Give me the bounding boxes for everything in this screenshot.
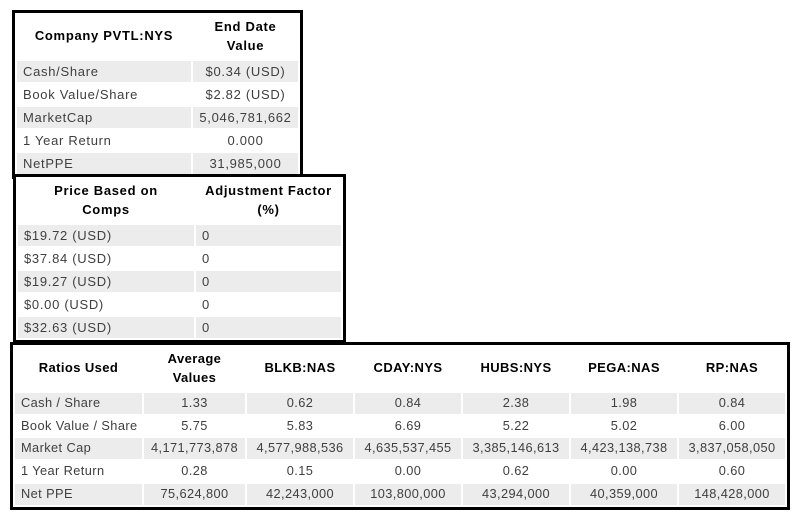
column-header: Adjustment Factor (%) xyxy=(196,179,341,223)
table-row: Net PPE 75,624,800 42,243,000 103,800,000 43… xyxy=(15,484,785,506)
row-label-cell: Book Value / Share xyxy=(15,415,142,437)
value-cell: 0.000 xyxy=(193,130,298,152)
value-cell: 6.69 xyxy=(355,415,461,437)
row-label-cell: NetPPE xyxy=(17,153,191,175)
row-label-cell: 1 Year Return xyxy=(17,130,191,152)
table-row: $32.63 (USD) 0 xyxy=(18,317,341,339)
value-cell: 0.00 xyxy=(571,461,677,483)
row-label-cell: $32.63 (USD) xyxy=(18,317,194,339)
table-row: 1 Year Return 0.000 xyxy=(17,130,298,152)
value-cell: 4,423,138,738 xyxy=(571,438,677,460)
row-label-cell: $37.84 (USD) xyxy=(18,247,194,269)
table-row: Cash/Share $0.34 (USD) xyxy=(17,60,298,82)
value-cell: 3,385,146,613 xyxy=(463,438,569,460)
value-cell: 5.83 xyxy=(247,415,353,437)
table-row: $0.00 (USD) 0 xyxy=(18,294,341,316)
row-label-cell: Cash/Share xyxy=(17,60,191,82)
value-cell: 0.15 xyxy=(247,461,353,483)
value-cell: 4,171,773,878 xyxy=(144,438,245,460)
value-cell: 75,624,800 xyxy=(144,484,245,506)
row-label-cell: MarketCap xyxy=(17,107,191,129)
header-row: Company PVTL:NYS End Date Value xyxy=(17,15,298,59)
table-row: $37.84 (USD) 0 xyxy=(18,247,341,269)
row-label-cell: Cash / Share xyxy=(15,392,142,414)
row-label-cell: $0.00 (USD) xyxy=(18,294,194,316)
column-header: CDAY:NYS xyxy=(355,347,461,391)
value-cell: 0.28 xyxy=(144,461,245,483)
value-cell: 0.60 xyxy=(679,461,785,483)
value-cell: 0.84 xyxy=(355,392,461,414)
value-cell: 0 xyxy=(196,317,341,339)
table-row: Book Value / Share 5.75 5.83 6.69 5.22 5.02 6.… xyxy=(15,415,785,437)
value-cell: $0.34 (USD) xyxy=(193,60,298,82)
value-cell: 31,985,000 xyxy=(193,153,298,175)
row-label-cell: Net PPE xyxy=(15,484,142,506)
column-header: HUBS:NYS xyxy=(463,347,569,391)
table-row: NetPPE 31,985,000 xyxy=(17,153,298,175)
row-label-cell: $19.72 (USD) xyxy=(18,224,194,246)
value-cell: 5,046,781,662 xyxy=(193,107,298,129)
value-cell: 40,359,000 xyxy=(571,484,677,506)
value-cell: 6.00 xyxy=(679,415,785,437)
value-cell: 5.02 xyxy=(571,415,677,437)
value-cell: 5.75 xyxy=(144,415,245,437)
column-header: Average Values xyxy=(144,347,245,391)
table-row: 1 Year Return 0.28 0.15 0.00 0.62 0.00 0.60 xyxy=(15,461,785,483)
value-cell: 5.22 xyxy=(463,415,569,437)
table-row: $19.27 (USD) 0 xyxy=(18,271,341,293)
row-label-cell: 1 Year Return xyxy=(15,461,142,483)
value-cell: 3,837,058,050 xyxy=(679,438,785,460)
column-header: Ratios Used xyxy=(15,347,142,391)
column-header: PEGA:NAS xyxy=(571,347,677,391)
column-header: Price Based on Comps xyxy=(18,179,194,223)
value-cell: 0 xyxy=(196,224,341,246)
value-cell: 43,294,000 xyxy=(463,484,569,506)
value-cell: 4,635,537,455 xyxy=(355,438,461,460)
value-cell: 4,577,988,536 xyxy=(247,438,353,460)
value-cell: $2.82 (USD) xyxy=(193,83,298,105)
header-row: Ratios Used Average Values BLKB:NAS CDAY:NYS… xyxy=(15,347,785,391)
column-header: RP:NAS xyxy=(679,347,785,391)
company-end-date-value-table: Company PVTL:NYS End Date Value Cash/Share $… xyxy=(12,10,303,180)
table-row: $19.72 (USD) 0 xyxy=(18,224,341,246)
value-cell: 42,243,000 xyxy=(247,484,353,506)
column-header: Company PVTL:NYS xyxy=(17,15,191,59)
table-row: Market Cap 4,171,773,878 4,577,988,536 4,63… xyxy=(15,438,785,460)
row-label-cell: Market Cap xyxy=(15,438,142,460)
value-cell: 0.84 xyxy=(679,392,785,414)
value-cell: 148,428,000 xyxy=(679,484,785,506)
table-row: MarketCap 5,046,781,662 xyxy=(17,107,298,129)
value-cell: 0.00 xyxy=(355,461,461,483)
ratios-used-table: Ratios Used Average Values BLKB:NAS CDAY:NYS… xyxy=(10,342,790,511)
value-cell: 0.62 xyxy=(463,461,569,483)
table-row: Book Value/Share $2.82 (USD) xyxy=(17,83,298,105)
value-cell: 1.33 xyxy=(144,392,245,414)
row-label-cell: Book Value/Share xyxy=(17,83,191,105)
row-label-cell: $19.27 (USD) xyxy=(18,271,194,293)
value-cell: 0 xyxy=(196,271,341,293)
value-cell: 0.62 xyxy=(247,392,353,414)
table-row: Cash / Share 1.33 0.62 0.84 2.38 1.98 0.84 xyxy=(15,392,785,414)
value-cell: 2.38 xyxy=(463,392,569,414)
value-cell: 1.98 xyxy=(571,392,677,414)
value-cell: 0 xyxy=(196,247,341,269)
value-cell: 103,800,000 xyxy=(355,484,461,506)
price-based-on-comps-table: Price Based on Comps Adjustment Factor (%) $… xyxy=(13,174,346,344)
column-header: End Date Value xyxy=(193,15,298,59)
header-row: Price Based on Comps Adjustment Factor (%) xyxy=(18,179,341,223)
column-header: BLKB:NAS xyxy=(247,347,353,391)
value-cell: 0 xyxy=(196,294,341,316)
